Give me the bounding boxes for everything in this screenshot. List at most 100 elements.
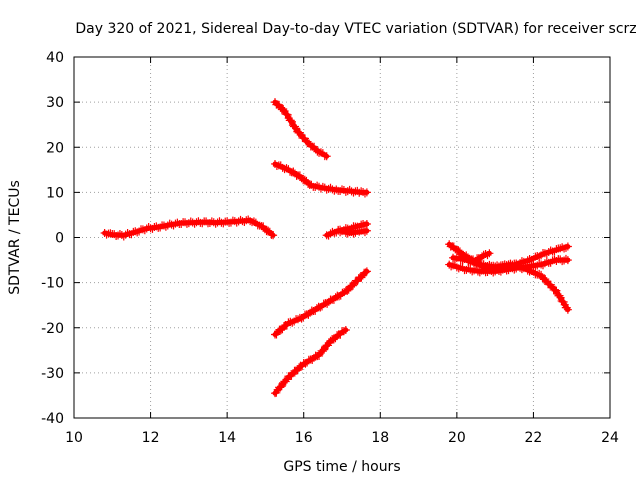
data-point [301, 359, 310, 368]
data-point [563, 305, 572, 314]
series-arc-7 [271, 326, 350, 398]
y-tick-label: 40 [46, 50, 64, 66]
data-point [563, 256, 572, 265]
y-tick-label: 20 [46, 140, 64, 156]
data-point [260, 225, 269, 234]
data-point [287, 168, 296, 177]
data-point [481, 250, 490, 259]
data-point [336, 330, 345, 339]
data-point [362, 226, 371, 235]
data-point [249, 217, 258, 226]
x-axis-label: GPS time / hours [283, 459, 400, 475]
data-point [516, 259, 525, 268]
data-point [119, 232, 128, 241]
y-tick-label: 30 [46, 95, 64, 111]
data-point [357, 273, 366, 282]
data-point [293, 315, 302, 324]
y-tick-label: -10 [41, 276, 64, 292]
data-point [303, 137, 312, 146]
x-tick-label: 10 [65, 430, 83, 446]
data-point [242, 216, 251, 225]
data-point [563, 242, 572, 251]
data-point [561, 254, 570, 263]
data-point [504, 260, 513, 269]
data-point [470, 266, 479, 275]
y-axis-label: SDTVAR / TECUs [7, 180, 23, 295]
data-point [468, 257, 477, 266]
data-point [343, 286, 352, 295]
data-point [539, 261, 547, 270]
data-point [561, 243, 570, 252]
data-point [326, 229, 335, 238]
data-series [100, 98, 572, 398]
series-arc-3 [271, 159, 371, 198]
data-point [535, 252, 544, 261]
data-point [329, 335, 338, 344]
data-point [138, 225, 147, 234]
data-point [181, 218, 190, 227]
data-point [102, 230, 111, 239]
x-tick-label: 24 [601, 430, 619, 446]
data-point [300, 175, 309, 184]
data-point [341, 228, 350, 237]
data-point [336, 187, 345, 196]
data-point [469, 258, 478, 267]
data-point [473, 267, 482, 276]
data-point [264, 226, 273, 235]
x-tick-label: 22 [525, 430, 543, 446]
data-point [320, 345, 329, 354]
data-point [555, 291, 564, 300]
data-point [279, 105, 288, 114]
data-point [485, 249, 494, 258]
y-tick-label: 10 [46, 185, 64, 201]
data-point [304, 179, 313, 188]
data-point [288, 318, 297, 327]
data-point [360, 228, 369, 237]
data-point [454, 246, 463, 255]
data-point [238, 217, 247, 226]
data-point [362, 267, 371, 276]
data-point [326, 336, 335, 345]
data-point [291, 122, 300, 131]
data-point [533, 252, 542, 261]
data-point [269, 231, 278, 240]
data-point [316, 184, 325, 193]
chart-title: Day 320 of 2021, Sidereal Day-to-day VTE… [75, 21, 636, 37]
data-point [146, 224, 155, 233]
data-point [123, 229, 132, 238]
data-point [552, 245, 561, 254]
data-point [537, 260, 546, 269]
data-point [323, 299, 332, 308]
data-point [542, 249, 551, 258]
data-point [282, 164, 291, 173]
data-point [276, 383, 285, 392]
data-point [535, 269, 544, 278]
data-point [152, 222, 161, 231]
y-tick-label: -40 [41, 411, 64, 427]
data-point [289, 167, 298, 176]
data-point [316, 148, 325, 157]
data-point [286, 116, 295, 125]
data-point [514, 260, 523, 269]
data-point [339, 326, 348, 335]
data-point [287, 117, 296, 126]
data-point [562, 303, 571, 312]
data-point [277, 382, 286, 391]
data-point [312, 304, 321, 313]
data-point [540, 249, 549, 258]
data-point [297, 174, 306, 183]
data-point [360, 221, 369, 230]
data-point [558, 243, 567, 252]
data-point [546, 246, 555, 255]
series-arc-1 [100, 215, 278, 241]
data-point [541, 275, 550, 284]
data-point [271, 159, 279, 168]
series-arc-11 [456, 249, 494, 267]
data-point [483, 251, 492, 260]
series-arc-5 [334, 226, 371, 238]
y-tick-label: 0 [55, 231, 64, 247]
data-point [316, 303, 325, 312]
data-point [556, 293, 565, 302]
data-point [355, 188, 364, 197]
